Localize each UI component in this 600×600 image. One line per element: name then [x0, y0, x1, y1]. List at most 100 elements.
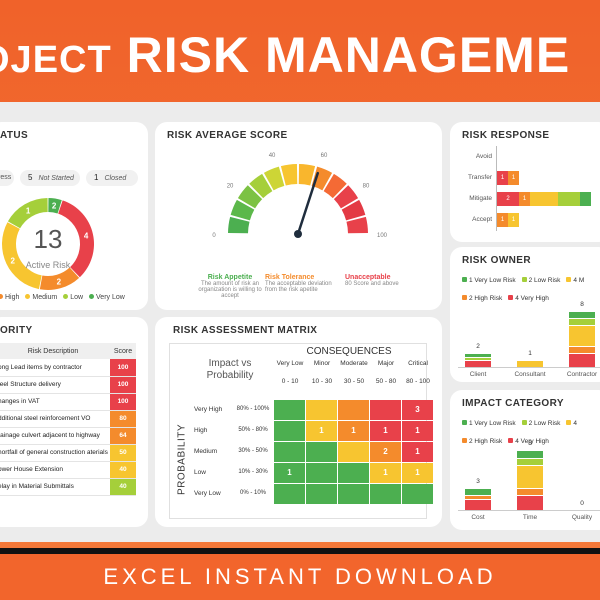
stacked-bar-segment[interactable]: [517, 360, 543, 367]
risk-description-cell: hortfall of general construction aterial…: [0, 444, 110, 462]
matrix-cell[interactable]: [402, 484, 433, 504]
legend-item: 4 Very High: [508, 295, 549, 302]
gauge-arc-segment: [280, 164, 298, 186]
matrix-cell[interactable]: [306, 463, 337, 483]
stacked-bar-segment[interactable]: [465, 353, 491, 357]
response-bar-segment[interactable]: [530, 192, 558, 206]
probability-label: PROBABILITY: [176, 423, 188, 496]
matrix-cell[interactable]: 1: [370, 421, 401, 441]
status-pill-in-progress[interactable]: ress: [0, 170, 14, 186]
matrix-column-name: Major: [377, 360, 395, 367]
matrix-cell[interactable]: 1: [402, 442, 433, 462]
legend-square: [566, 420, 572, 425]
table-row[interactable]: ong Lead items by contractor 100: [0, 359, 136, 377]
matrix-cell[interactable]: 1: [402, 463, 433, 483]
legend-square: [462, 420, 467, 425]
response-bar-segment[interactable]: 1: [508, 171, 519, 185]
matrix-column-name: Critical: [408, 360, 428, 367]
status-legend: High Medium Low Very Low: [0, 294, 125, 301]
response-bar-segment[interactable]: [557, 192, 580, 206]
owner-title: RISK OWNER: [462, 255, 531, 266]
stacked-bar-segment[interactable]: [465, 360, 491, 367]
matrix-cell[interactable]: 1: [370, 463, 401, 483]
stacked-bar-segment[interactable]: [569, 325, 595, 346]
stacked-bar-segment[interactable]: [517, 450, 543, 458]
legend-square: [508, 438, 514, 443]
matrix-cell[interactable]: 1: [338, 421, 369, 441]
response-bar-segment[interactable]: 1: [497, 171, 508, 185]
tolerance-desc: The acceptable deviation from the risk a…: [265, 281, 332, 293]
matrix-cell[interactable]: [370, 484, 401, 504]
legend-label: 2 Low Risk: [528, 420, 561, 427]
donut-segment[interactable]: [58, 200, 94, 278]
stacked-bar-segment[interactable]: [569, 346, 595, 353]
matrix-cell[interactable]: [338, 442, 369, 462]
stacked-bar-segment[interactable]: [517, 465, 543, 488]
response-bar-segment[interactable]: 1: [497, 213, 508, 227]
table-row[interactable]: dditional steel reinforcement VO 80: [0, 410, 136, 428]
matrix-cell[interactable]: [274, 484, 305, 504]
legend-item: 2 Low Risk: [521, 277, 560, 284]
legend-dot: [63, 294, 69, 299]
table-row[interactable]: rainage culvert adjacent to highway 64: [0, 427, 136, 445]
matrix-cell[interactable]: [274, 442, 305, 462]
legend-label: 4 Very High: [515, 438, 549, 445]
stacked-bar-segment[interactable]: [465, 498, 491, 510]
legend-square: [462, 295, 467, 300]
donut-segment[interactable]: [7, 198, 48, 229]
bar-total-label: 0: [580, 500, 584, 507]
matrix-cell[interactable]: [274, 400, 305, 420]
matrix-cell[interactable]: [338, 463, 369, 483]
table-row[interactable]: hortfall of general construction aterial…: [0, 444, 136, 462]
matrix-row-range: 30% - 50%: [238, 448, 268, 454]
donut-segment[interactable]: [48, 198, 62, 214]
matrix-cell[interactable]: 2: [370, 442, 401, 462]
gauge-arc-segment: [249, 173, 273, 199]
matrix-cell[interactable]: [338, 400, 369, 420]
table-row[interactable]: elay in Material Submittals 40: [0, 478, 136, 496]
score-cell: 100: [110, 376, 136, 394]
stacked-bar-segment[interactable]: [465, 356, 491, 360]
response-bar-segment[interactable]: 1: [519, 192, 530, 206]
stacked-bar-segment[interactable]: [517, 457, 543, 465]
stacked-bar-segment[interactable]: [569, 318, 595, 325]
bar-total-label: 8: [580, 301, 584, 308]
matrix-cell[interactable]: [306, 484, 337, 504]
consequences-label: CONSEQUENCES: [306, 346, 392, 357]
legend-item: 2 High Risk: [462, 438, 502, 445]
donut-segment[interactable]: [1, 222, 42, 290]
legend-label: 4 M: [573, 277, 585, 284]
matrix-cell[interactable]: [306, 442, 337, 462]
matrix-cell[interactable]: 3: [402, 400, 433, 420]
legend-dot: [89, 294, 95, 299]
matrix-cell[interactable]: 1: [402, 421, 433, 441]
table-row[interactable]: hanges in VAT 100: [0, 393, 136, 411]
response-bar-segment[interactable]: 2: [497, 192, 519, 206]
donut-segment[interactable]: [39, 267, 80, 290]
matrix-cell[interactable]: [338, 484, 369, 504]
response-bar-segment[interactable]: 1: [508, 213, 519, 227]
table-row[interactable]: teel Structure delivery 100: [0, 376, 136, 394]
matrix-cell[interactable]: [370, 400, 401, 420]
status-card: ATUS ress 5 Not Started 1 Closed 2 4 2 2 1 13 …: [0, 122, 148, 310]
matrix-cell[interactable]: [306, 400, 337, 420]
stacked-bar-segment[interactable]: [517, 487, 543, 495]
stacked-bar-segment[interactable]: [465, 495, 491, 499]
stacked-bar-segment[interactable]: [569, 311, 595, 318]
stacked-bar-segment[interactable]: [465, 487, 491, 495]
matrix-row-range: 10% - 30%: [238, 469, 268, 475]
matrix-cell-value: 1: [415, 468, 420, 477]
matrix-cell[interactable]: 1: [306, 421, 337, 441]
response-bar-segment[interactable]: [579, 192, 591, 206]
matrix-cell-value: 1: [383, 468, 388, 477]
bar-total-label: 1: [528, 350, 532, 357]
matrix-cell[interactable]: 1: [274, 463, 305, 483]
status-pill-not-started[interactable]: 5 Not Started: [20, 170, 80, 186]
matrix-column-name: Very Low: [276, 360, 304, 367]
stacked-bar-segment[interactable]: [517, 495, 543, 510]
status-pill-closed[interactable]: 1 Closed: [86, 170, 138, 186]
bar-category-label: Quality: [571, 514, 593, 521]
table-row[interactable]: ower House Extension 40: [0, 461, 136, 479]
stacked-bar-segment[interactable]: [569, 353, 595, 367]
matrix-cell[interactable]: [274, 421, 305, 441]
